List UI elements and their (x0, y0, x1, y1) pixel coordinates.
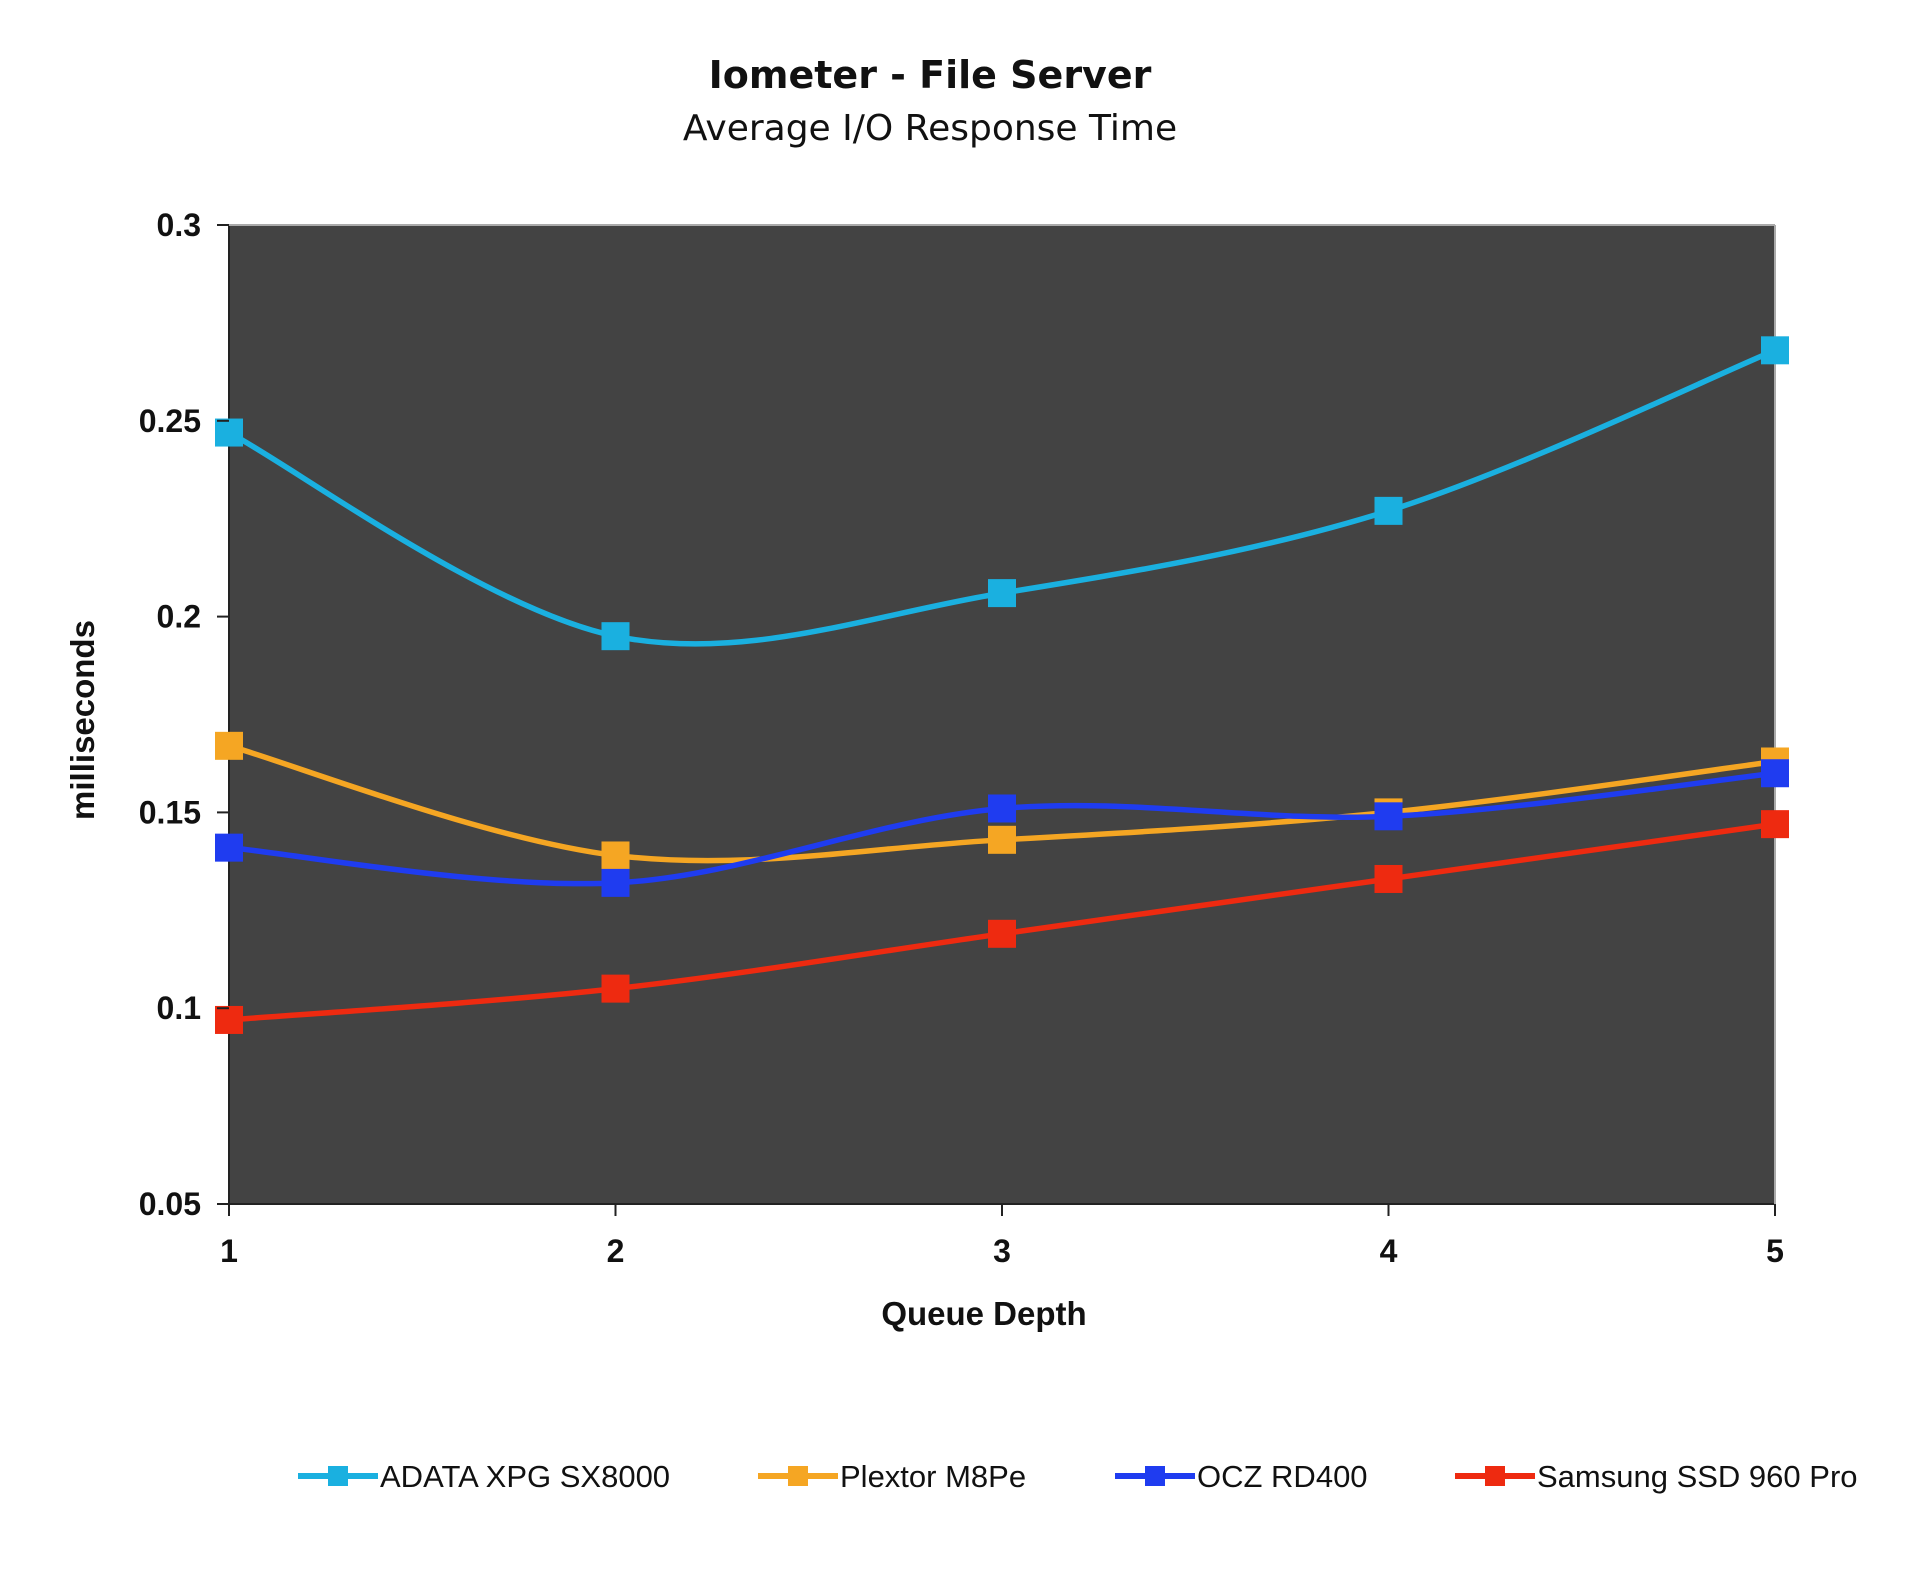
y-tick-label: 0.2 (157, 599, 201, 635)
data-point (1761, 336, 1789, 365)
data-point (988, 919, 1016, 948)
legend-label: OCZ RD400 (1197, 1459, 1368, 1494)
data-point (215, 418, 243, 447)
data-point (1374, 496, 1403, 525)
y-tick-label: 0.3 (157, 207, 201, 243)
x-axis-label: Queue Depth (881, 1295, 1086, 1332)
data-point (601, 974, 630, 1003)
data-point (988, 579, 1016, 608)
legend-marker (328, 1466, 348, 1486)
y-tick-label: 0.15 (139, 794, 201, 830)
legend-label: ADATA XPG SX8000 (380, 1459, 670, 1494)
legend: ADATA XPG SX8000 Plextor M8Pe OCZ RD400 Sam… (298, 1459, 1858, 1494)
y-axis-label: milliseconds (64, 620, 101, 820)
data-point (1374, 802, 1403, 831)
axes (228, 224, 1776, 1205)
x-tick-label: 4 (1380, 1233, 1398, 1269)
y-tick-label: 0.25 (139, 403, 201, 439)
x-tick-label: 3 (993, 1233, 1011, 1269)
plot-area (229, 225, 1775, 1204)
data-point (601, 622, 630, 651)
x-tick-label: 2 (607, 1233, 625, 1269)
series-ocz-rd400 (215, 759, 1789, 897)
series-layer (215, 336, 1789, 1034)
legend-item: Plextor M8Pe (758, 1459, 1026, 1494)
data-point (988, 825, 1016, 854)
data-point (601, 868, 630, 897)
data-point (1374, 864, 1403, 893)
legend-marker (1145, 1466, 1165, 1486)
data-point (1761, 810, 1789, 839)
legend-item: OCZ RD400 (1115, 1459, 1368, 1494)
chart-subtitle: Average I/O Response Time (683, 108, 1177, 149)
y-tick-label: 0.05 (139, 1186, 201, 1222)
data-point (988, 794, 1016, 823)
legend-marker (788, 1466, 808, 1486)
y-tick-label: 0.1 (157, 990, 201, 1026)
data-point (1761, 759, 1789, 788)
data-point (601, 841, 630, 870)
series-adata-xpg-sx8000 (215, 336, 1789, 651)
legend-label: Samsung SSD 960 Pro (1537, 1459, 1858, 1494)
tick-layer: 0.05 0.1 0.15 0.2 0.25 0.3 1 2 3 4 5 (139, 207, 1784, 1269)
legend-marker (1485, 1466, 1505, 1486)
chart-title: Iometer - File Server (709, 53, 1152, 97)
data-point (215, 731, 243, 760)
legend-item: ADATA XPG SX8000 (298, 1459, 670, 1494)
data-point (215, 833, 243, 862)
data-point (215, 1005, 243, 1034)
x-tick-label: 1 (220, 1233, 238, 1269)
x-tick-label: 5 (1766, 1233, 1784, 1269)
series-samsung-ssd-960-pro (215, 810, 1789, 1034)
legend-label: Plextor M8Pe (840, 1459, 1026, 1494)
legend-item: Samsung SSD 960 Pro (1455, 1459, 1858, 1494)
